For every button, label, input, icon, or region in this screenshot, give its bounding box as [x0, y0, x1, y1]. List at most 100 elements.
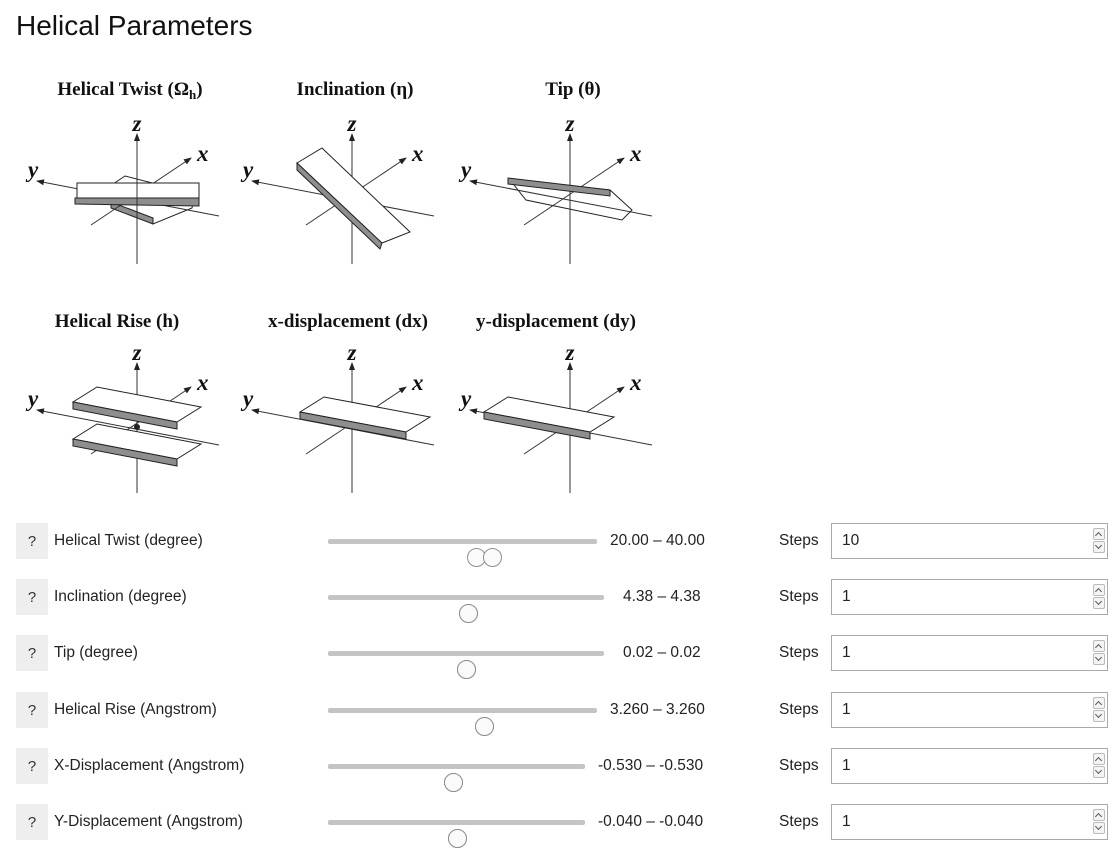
steps-spinner [1093, 697, 1105, 723]
steps-field [831, 635, 1108, 671]
param-row-helical-twist: ? Helical Twist (degree) 20.00 – 40.00 S… [0, 521, 1116, 567]
range-value: -0.530 – -0.530 [598, 757, 704, 774]
spin-down-button[interactable] [1093, 541, 1105, 553]
axis-label-z: z [565, 111, 575, 136]
steps-input[interactable] [832, 636, 1092, 670]
axis-label-x: x [196, 370, 209, 395]
param-row-y-displacement: ? Y-Displacement (Angstrom) -0.040 – -0.… [0, 802, 1116, 848]
inclination-diagram [252, 134, 434, 264]
axis-label-x: x [629, 141, 642, 166]
range-slider[interactable] [328, 764, 585, 792]
help-button[interactable]: ? [16, 523, 48, 559]
range-slider[interactable] [328, 708, 597, 736]
axis-label-z: z [565, 340, 575, 365]
param-label: Helical Rise (Angstrom) [54, 701, 217, 718]
param-label: Helical Twist (degree) [54, 532, 203, 549]
steps-label: Steps [779, 644, 819, 661]
steps-input[interactable] [832, 524, 1092, 558]
helical-twist-diagram [37, 134, 219, 264]
spin-down-button[interactable] [1093, 822, 1105, 834]
helical-rise-diagram [37, 363, 219, 493]
steps-input[interactable] [832, 580, 1092, 614]
help-button[interactable]: ? [16, 635, 48, 671]
spin-up-button[interactable] [1093, 697, 1105, 709]
param-label: Y-Displacement (Angstrom) [54, 813, 243, 830]
steps-field [831, 692, 1108, 728]
slider-handle-high[interactable] [443, 773, 463, 792]
steps-field [831, 579, 1108, 615]
steps-spinner [1093, 584, 1105, 610]
help-button[interactable]: ? [16, 748, 48, 784]
spin-up-button[interactable] [1093, 640, 1105, 652]
help-button[interactable]: ? [16, 579, 48, 615]
slider-handle-high[interactable] [457, 660, 477, 679]
x-displacement-diagram [252, 363, 434, 493]
axis-label-y: y [240, 386, 254, 411]
steps-field [831, 804, 1108, 840]
axis-label-x: x [411, 141, 424, 166]
range-value: 0.02 – 0.02 [623, 644, 701, 661]
diagram-title-tip: Tip (θ) [545, 79, 601, 100]
steps-field [831, 748, 1108, 784]
help-button[interactable]: ? [16, 804, 48, 840]
param-row-tip: ? Tip (degree) 0.02 – 0.02 Steps [0, 633, 1116, 679]
range-slider[interactable] [328, 595, 604, 623]
steps-label: Steps [779, 757, 819, 774]
steps-spinner [1093, 640, 1105, 666]
axis-label-z: z [132, 111, 142, 136]
steps-field [831, 523, 1108, 559]
range-slider[interactable] [328, 539, 597, 567]
tip-diagram [470, 134, 652, 264]
range-slider[interactable] [328, 820, 585, 848]
steps-label: Steps [779, 701, 819, 718]
param-row-inclination: ? Inclination (degree) 4.38 – 4.38 Steps [0, 577, 1116, 623]
range-value: 20.00 – 40.00 [610, 532, 705, 549]
steps-input[interactable] [832, 693, 1092, 727]
steps-spinner [1093, 528, 1105, 554]
slider-handle-high[interactable] [483, 548, 503, 567]
param-row-helical-rise: ? Helical Rise (Angstrom) 3.260 – 3.260 … [0, 690, 1116, 736]
steps-label: Steps [779, 588, 819, 605]
spin-down-button[interactable] [1093, 710, 1105, 722]
steps-label: Steps [779, 813, 819, 830]
spin-up-button[interactable] [1093, 809, 1105, 821]
steps-input[interactable] [832, 749, 1092, 783]
slider-handle-high[interactable] [458, 604, 478, 623]
axis-label-y: y [25, 386, 39, 411]
spin-up-button[interactable] [1093, 528, 1105, 540]
steps-input[interactable] [832, 805, 1092, 839]
axis-label-y: y [240, 157, 254, 182]
axis-label-z: z [347, 111, 357, 136]
spin-down-button[interactable] [1093, 597, 1105, 609]
param-label: Tip (degree) [54, 644, 138, 661]
param-label: X-Displacement (Angstrom) [54, 757, 245, 774]
axis-label-x: x [411, 370, 424, 395]
diagram-panel: Helical Twist (Ωh) Inclination (η) Tip (… [0, 0, 700, 500]
axis-label-x: x [196, 141, 209, 166]
diagram-title-helical-twist: Helical Twist (Ωh) [57, 79, 202, 102]
slider-handle-high[interactable] [447, 829, 467, 848]
range-value: 3.260 – 3.260 [610, 701, 705, 718]
page-title: Helical Parameters [16, 10, 253, 41]
diagram-title-helical-rise: Helical Rise (h) [55, 311, 180, 332]
axis-label-y: y [458, 386, 472, 411]
spin-up-button[interactable] [1093, 584, 1105, 596]
help-button[interactable]: ? [16, 692, 48, 728]
y-displacement-diagram [470, 363, 652, 493]
spin-up-button[interactable] [1093, 753, 1105, 765]
diagram-title-x-displacement: x-displacement (dx) [268, 311, 428, 332]
range-slider[interactable] [328, 651, 604, 679]
steps-spinner [1093, 753, 1105, 779]
diagram-title-y-displacement: y-displacement (dy) [476, 311, 636, 332]
range-value: 4.38 – 4.38 [623, 588, 701, 605]
spin-down-button[interactable] [1093, 766, 1105, 778]
steps-label: Steps [779, 532, 819, 549]
param-row-x-displacement: ? X-Displacement (Angstrom) -0.530 – -0.… [0, 746, 1116, 792]
axis-label-x: x [629, 370, 642, 395]
axis-label-z: z [347, 340, 357, 365]
axis-label-y: y [25, 157, 39, 182]
slider-handle-high[interactable] [475, 717, 495, 736]
spin-down-button[interactable] [1093, 653, 1105, 665]
param-label: Inclination (degree) [54, 588, 187, 605]
helical-diagrams: Helical Twist (Ωh) Inclination (η) Tip (… [25, 79, 700, 500]
